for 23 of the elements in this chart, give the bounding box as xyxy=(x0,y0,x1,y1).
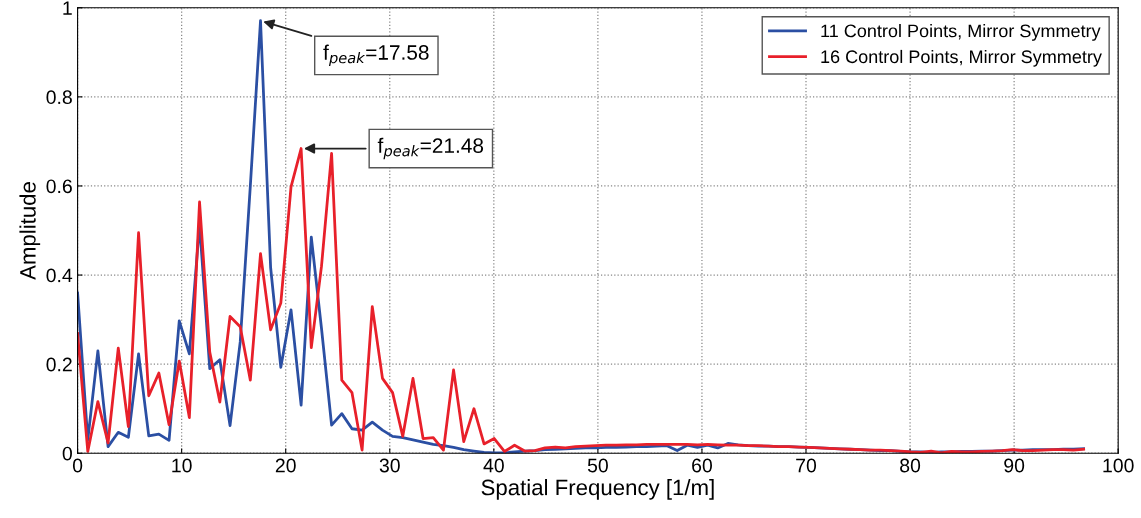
x-tick-label: 100 xyxy=(1103,458,1134,473)
x-axis-title: Spatial Frequency [1/m] xyxy=(481,479,714,500)
x-tick-label: 30 xyxy=(379,458,400,473)
legend-label: 16 Control Points, Mirror Symmetry xyxy=(821,49,1102,67)
annotation: f$_{peak}$=17.58 xyxy=(323,44,429,67)
y-tick-label: 0 xyxy=(62,446,72,461)
y-tick-label: 0.2 xyxy=(46,357,72,372)
x-tick-label: 70 xyxy=(796,458,817,473)
x-tick-label: 0 xyxy=(72,458,83,473)
y-tick-label: 0.6 xyxy=(46,179,72,194)
x-tick-label: 60 xyxy=(692,458,712,473)
y-tick-label: 0.8 xyxy=(46,90,72,105)
y-tick-label: 0.4 xyxy=(46,268,73,283)
y-tick-label: 1 xyxy=(63,1,72,15)
x-tick-label: 90 xyxy=(1004,458,1025,473)
y-axis-title: Amplitude xyxy=(19,182,41,280)
x-tick-label: 50 xyxy=(587,458,608,473)
x-tick-label: 20 xyxy=(275,458,296,473)
legend-label: 11 Control Points, Mirror Symmetry xyxy=(821,24,1101,41)
annotation: f$_{peak}$=21.48 xyxy=(377,137,484,160)
x-tick-label: 10 xyxy=(172,458,192,473)
x-tick-label: 40 xyxy=(483,458,504,473)
x-tick-label: 80 xyxy=(900,458,921,473)
